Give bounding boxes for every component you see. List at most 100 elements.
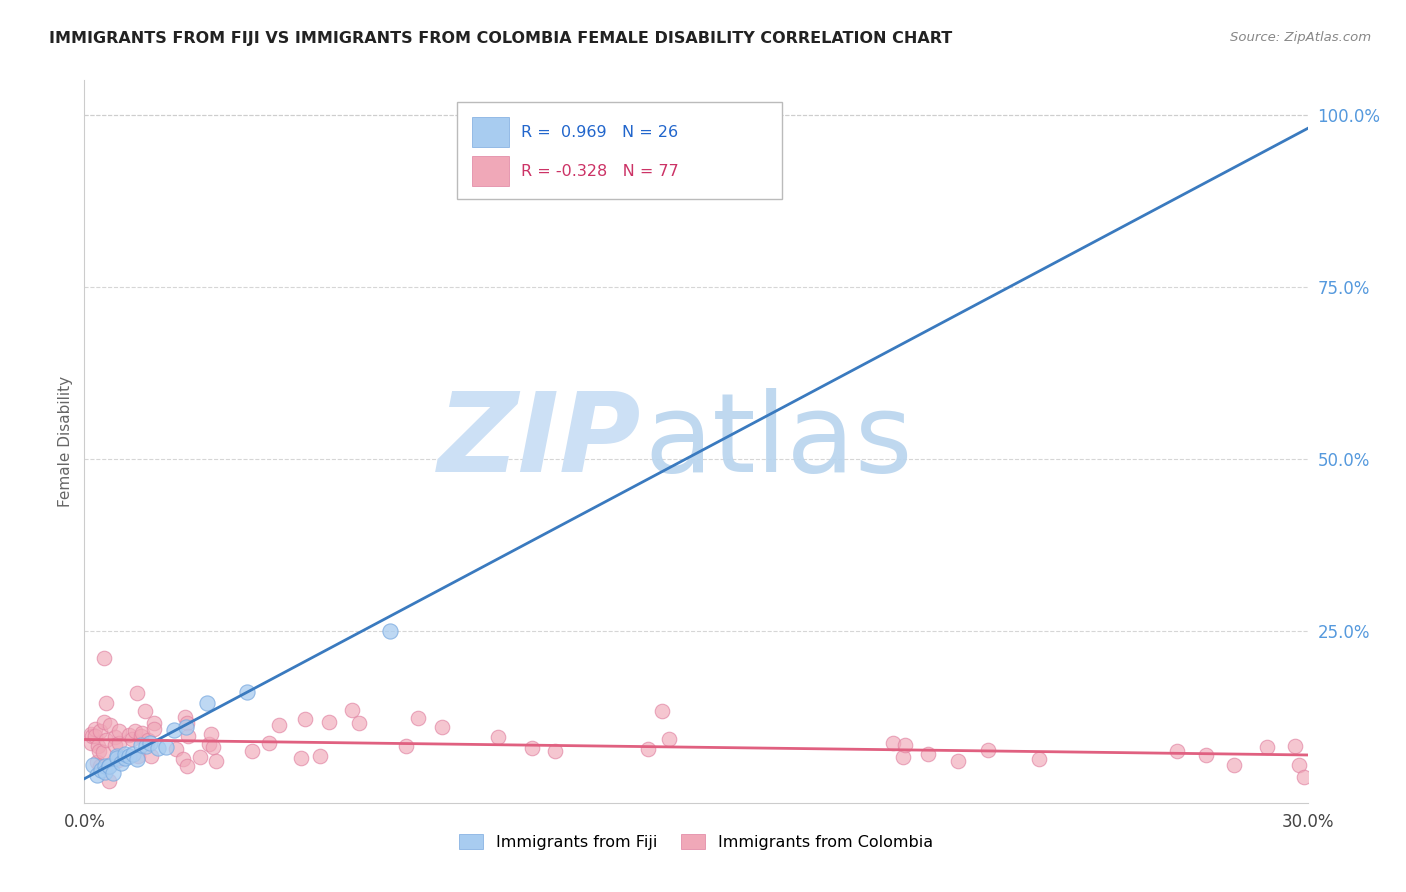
Point	[347, 716, 370, 731]
Point	[520, 740, 543, 755]
Point	[198, 737, 221, 751]
Point	[124, 723, 146, 738]
Point	[1028, 752, 1050, 766]
Point	[93, 765, 115, 780]
Point	[142, 715, 165, 730]
Point	[83, 729, 105, 743]
Point	[257, 736, 280, 750]
Point	[1284, 739, 1306, 753]
Point	[87, 739, 110, 753]
Point	[948, 755, 970, 769]
Point	[107, 753, 129, 767]
Point	[104, 738, 127, 752]
Point	[122, 747, 145, 761]
Point	[380, 624, 402, 638]
Point	[94, 733, 117, 747]
FancyBboxPatch shape	[457, 102, 782, 200]
Point	[138, 735, 160, 749]
Point	[98, 773, 121, 788]
Bar	[472, 156, 509, 186]
Point	[87, 744, 110, 758]
Point	[93, 651, 115, 665]
Point	[134, 704, 156, 718]
Point	[110, 756, 132, 770]
Point	[83, 723, 105, 737]
Point	[131, 739, 153, 753]
Point	[80, 736, 103, 750]
Point	[202, 740, 225, 755]
Point	[129, 729, 152, 743]
Point	[93, 758, 115, 772]
Point	[486, 731, 509, 745]
Point	[131, 725, 153, 739]
Point	[89, 759, 111, 773]
Point	[108, 723, 131, 738]
Point	[891, 750, 914, 764]
Point	[142, 723, 165, 737]
Point	[882, 736, 904, 750]
Point	[1288, 758, 1310, 772]
Point	[544, 744, 567, 758]
Point	[91, 745, 114, 759]
Point	[90, 763, 112, 777]
Point	[176, 759, 198, 773]
Point	[309, 748, 332, 763]
Point	[135, 739, 157, 753]
Point	[174, 720, 197, 734]
Point	[195, 696, 218, 710]
Text: atlas: atlas	[644, 388, 912, 495]
Point	[200, 726, 222, 740]
Point	[97, 758, 120, 772]
Point	[107, 736, 129, 750]
Point	[114, 747, 136, 762]
Point	[155, 739, 177, 754]
Point	[127, 751, 149, 765]
Text: R = -0.328   N = 77: R = -0.328 N = 77	[522, 164, 679, 178]
Text: ZIP: ZIP	[437, 388, 641, 495]
Point	[290, 751, 312, 765]
Point	[917, 747, 939, 762]
Point	[86, 768, 108, 782]
Point	[1195, 748, 1218, 763]
Point	[118, 749, 141, 764]
Point	[236, 685, 259, 699]
Point	[176, 715, 198, 730]
Point	[242, 744, 264, 758]
Point	[1223, 757, 1246, 772]
Point	[104, 730, 127, 744]
Point	[1292, 770, 1315, 784]
Point	[125, 686, 148, 700]
Text: Source: ZipAtlas.com: Source: ZipAtlas.com	[1230, 31, 1371, 45]
Point	[658, 732, 681, 747]
Point	[172, 752, 194, 766]
Point	[101, 766, 124, 780]
Point	[97, 758, 120, 772]
Y-axis label: Female Disability: Female Disability	[58, 376, 73, 508]
Point	[94, 696, 117, 710]
Point	[82, 758, 104, 772]
Point	[177, 730, 200, 744]
Point	[86, 755, 108, 769]
Point	[294, 713, 316, 727]
Point	[894, 738, 917, 752]
Point	[165, 742, 187, 756]
Point	[205, 754, 228, 768]
Point	[318, 714, 340, 729]
Bar	[472, 117, 509, 147]
Point	[114, 751, 136, 765]
Point	[269, 718, 291, 732]
Point	[127, 748, 149, 763]
Point	[188, 749, 211, 764]
Point	[1166, 744, 1188, 758]
Point	[432, 720, 454, 734]
Point	[80, 727, 103, 741]
Text: IMMIGRANTS FROM FIJI VS IMMIGRANTS FROM COLOMBIA FEMALE DISABILITY CORRELATION C: IMMIGRANTS FROM FIJI VS IMMIGRANTS FROM …	[49, 31, 952, 46]
Point	[651, 704, 673, 718]
Point	[118, 728, 141, 742]
Point	[1256, 739, 1278, 754]
Point	[146, 741, 169, 756]
Text: R =  0.969   N = 26: R = 0.969 N = 26	[522, 125, 678, 140]
Point	[977, 742, 1000, 756]
Point	[408, 711, 430, 725]
Point	[395, 739, 418, 754]
